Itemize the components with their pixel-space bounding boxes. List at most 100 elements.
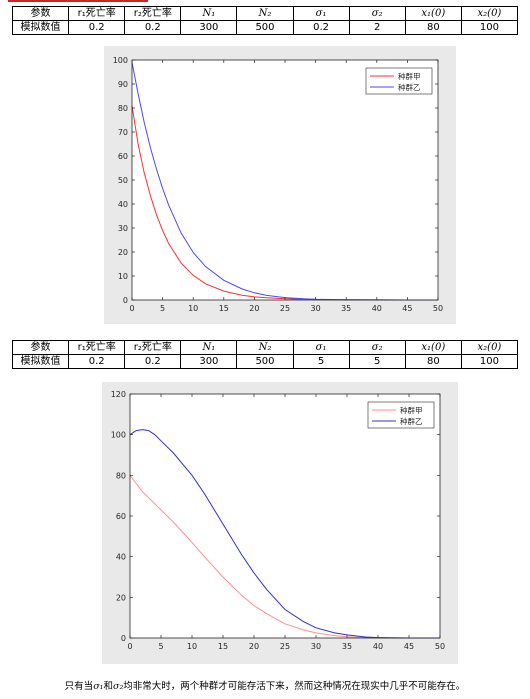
table-cell: 5: [292, 354, 350, 369]
y-tick-label: 80: [116, 471, 126, 480]
x-tick-label: 5: [158, 642, 163, 651]
y-tick-label: 0: [121, 634, 126, 643]
y-tick-label: 100: [113, 56, 128, 65]
x-tick-label: 10: [187, 642, 197, 651]
sigma1-symbol: σ₁: [93, 681, 104, 692]
table-cell: 100: [460, 354, 519, 369]
header-cell: r₁死亡率: [68, 6, 126, 21]
y-tick-label: 50: [118, 176, 128, 185]
legend-label: 种群乙: [398, 82, 421, 92]
header-cell: 参数: [11, 6, 70, 21]
series-line: [129, 474, 440, 639]
y-tick-label: 90: [118, 80, 128, 89]
y-tick-label: 70: [118, 128, 128, 137]
header-cell: x₂(0): [460, 340, 519, 355]
y-tick-label: 0: [123, 296, 128, 305]
top-red-rule: [8, 0, 148, 2]
legend-box: [365, 67, 433, 95]
x-tick-label: 50: [433, 304, 443, 313]
y-tick-label: 100: [111, 431, 126, 440]
chart-2: 0 5 10 15 20 25 30 35 40 45 50 0 20 40 60 80 100 120 种群甲种群…: [111, 390, 445, 651]
header-cell: σ₂: [348, 6, 406, 21]
legend-label: 种群甲: [400, 405, 423, 415]
y-tick-label: 40: [116, 553, 126, 562]
x-tick-label: 40: [373, 642, 383, 651]
y-tick-label: 60: [118, 152, 128, 161]
table-cell: 300: [180, 354, 238, 369]
x-tick-label: 35: [342, 642, 352, 651]
x-tick-label: 10: [188, 304, 198, 313]
x-tick-label: 30: [311, 304, 321, 313]
table-cell: 模拟数值: [11, 20, 70, 35]
header-cell: r₂死亡率: [124, 340, 182, 355]
x-tick-label: 35: [341, 304, 351, 313]
x-tick-label: 45: [402, 304, 412, 313]
header-cell: σ₁: [292, 340, 350, 355]
sigma2-symbol: σ₂: [113, 681, 124, 692]
header-cell: r₁死亡率: [68, 340, 126, 355]
table-header-row: 参数 r₁死亡率 r₂死亡率 N₁ N₂ σ₁ σ₂ x₁(0) x₂(0): [11, 340, 519, 355]
y-tick-label: 20: [118, 248, 128, 257]
header-cell: N₁: [180, 340, 238, 355]
x-tick-label: 25: [280, 642, 290, 651]
header-cell: 参数: [11, 340, 70, 355]
y-tick-label: 80: [118, 104, 128, 113]
table-cell: 2: [348, 20, 406, 35]
x-tick-label: 40: [372, 304, 382, 313]
table-cell: 500: [236, 20, 294, 35]
y-tick-label: 30: [118, 224, 128, 233]
note-text: 均非常大时，两个种群才可能存活下来，然而这种情况在现实中几乎不可能存在。: [123, 681, 466, 692]
header-cell: x₁(0): [404, 340, 462, 355]
legend-box: [367, 401, 435, 429]
table-cell: 0.2: [124, 354, 182, 369]
plot-area: [130, 394, 440, 638]
legend-label: 种群乙: [400, 416, 423, 426]
table-cell: 模拟数值: [11, 354, 70, 369]
table-row: 模拟数值 0.2 0.2 300 500 0.2 2 80 100: [11, 20, 519, 35]
header-cell: σ₂: [348, 340, 406, 355]
header-cell: N₂: [236, 6, 294, 21]
y-tick-label: 120: [111, 390, 126, 399]
x-tick-label: 0: [127, 642, 132, 651]
table-cell: 0.2: [124, 20, 182, 35]
x-tick-label: 5: [160, 304, 165, 313]
header-cell: r₂死亡率: [124, 6, 182, 21]
table-cell: 500: [236, 354, 294, 369]
x-tick-label: 25: [280, 304, 290, 313]
table-cell: 80: [404, 20, 462, 35]
header-cell: σ₁: [292, 6, 350, 21]
table-cell: 0.2: [68, 20, 126, 35]
y-tick-label: 20: [116, 593, 126, 602]
chart-1: 0 5 10 15 20 25 30 35 40 45 50 0 10 20 30 40 50 60 70 80 90 1…: [113, 56, 443, 313]
note-text: 只有当: [64, 681, 94, 692]
x-tick-label: 30: [311, 642, 321, 651]
y-tick-label: 10: [118, 272, 128, 281]
legend-label: 种群甲: [398, 71, 421, 81]
chart-1-container: 0 5 10 15 20 25 30 35 40 45 50 0 10 20 30 40 50 60 70 80 90 1…: [104, 46, 456, 324]
table-row: 模拟数值 0.2 0.2 300 500 5 5 80 100: [11, 354, 519, 369]
series-line: [129, 429, 440, 639]
y-tick-label: 60: [116, 512, 126, 521]
table-cell: 0.2: [292, 20, 350, 35]
table-cell: 80: [404, 354, 462, 369]
x-tick-label: 15: [218, 642, 228, 651]
note-text: 和: [103, 681, 113, 692]
header-cell: x₂(0): [460, 6, 519, 21]
parameter-table-1: 参数 r₁死亡率 r₂死亡率 N₁ N₂ σ₁ σ₂ x₁(0) x₂(0) 模…: [11, 6, 519, 35]
y-tick-label: 40: [118, 200, 128, 209]
header-cell: N₁: [180, 6, 238, 21]
table-cell: 5: [348, 354, 406, 369]
chart-2-container: 0 5 10 15 20 25 30 35 40 45 50 0 20 40 60 80 100 120 种群甲 种群…: [102, 382, 458, 664]
conclusion-note: 只有当σ₁和σ₂均非常大时，两个种群才可能存活下来，然而这种情况在现实中几乎不可…: [0, 678, 530, 692]
x-tick-label: 50: [435, 642, 445, 651]
table-header-row: 参数 r₁死亡率 r₂死亡率 N₁ N₂ σ₁ σ₂ x₁(0) x₂(0): [11, 6, 519, 21]
header-cell: N₂: [236, 340, 294, 355]
x-tick-label: 0: [129, 304, 134, 313]
table-cell: 300: [180, 20, 238, 35]
x-tick-label: 45: [404, 642, 414, 651]
header-cell: x₁(0): [404, 6, 462, 21]
x-tick-label: 20: [249, 642, 259, 651]
table-cell: 0.2: [68, 354, 126, 369]
parameter-table-2: 参数 r₁死亡率 r₂死亡率 N₁ N₂ σ₁ σ₂ x₁(0) x₂(0) 模…: [11, 340, 519, 369]
table-cell: 100: [460, 20, 519, 35]
